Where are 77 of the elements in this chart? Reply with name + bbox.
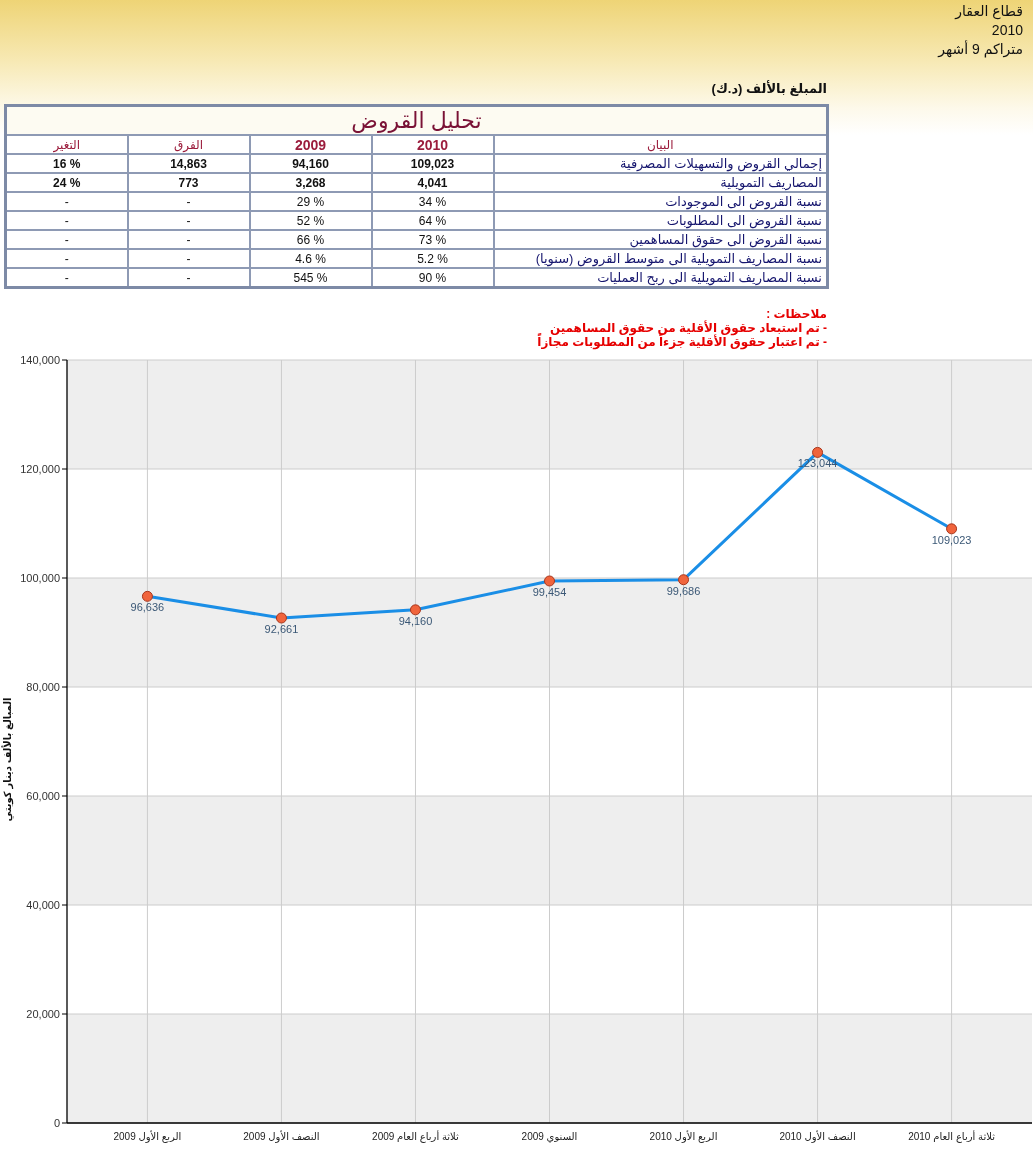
category-label: التغير <box>5 135 128 154</box>
text: 52 % <box>296 213 325 228</box>
y-tick-label: 80,000 <box>26 681 60 693</box>
text: - <box>186 194 191 209</box>
data-label: 109,023 <box>931 533 972 546</box>
text: 34 % <box>418 194 447 209</box>
data-label: 92,661 <box>264 623 299 635</box>
category-label: البيان <box>493 135 828 154</box>
data-label: 96,636 <box>130 601 165 614</box>
y-tick-label: 40,000 <box>26 899 60 911</box>
text: 545 % <box>293 270 328 285</box>
point <box>544 575 555 587</box>
text: المبلغ بالألف (د.ك) <box>711 81 827 96</box>
text: - <box>64 270 69 285</box>
text: 4.6 % <box>295 251 326 266</box>
category-label: الفرق <box>127 135 250 154</box>
text: 73 % <box>418 232 447 247</box>
text: 5.2 % <box>417 251 448 266</box>
y-axis-title: المبالغ بالألف دينار كويتي <box>1 697 14 822</box>
text: 16 % <box>53 156 81 171</box>
text: - <box>186 232 191 247</box>
text: - تم استبعاد حقوق الأقلية من حقوق المساهمين <box>549 321 827 335</box>
x-tick-label: النصف الأول 2009 <box>243 1130 320 1143</box>
point <box>275 612 287 624</box>
text: 14,863 <box>170 156 207 171</box>
text: - <box>186 270 191 285</box>
text: - <box>64 194 69 209</box>
text: - <box>64 213 69 228</box>
y-tick-label: 60,000 <box>26 790 60 802</box>
text: نسبة القروض الى حقوق المساهمين <box>629 232 822 247</box>
data-label: 94,160 <box>398 614 433 627</box>
point <box>812 446 824 458</box>
text: - تم اعتبار حقوق الأقلية جزءاً من المطلوبات مجازاً <box>537 335 827 349</box>
text: إجمالي القروض والتسهيلات المصرفية <box>620 156 822 171</box>
text: المصاريف التمويلية <box>720 175 822 190</box>
text: 64 % <box>418 213 447 228</box>
point <box>946 523 958 535</box>
y-tick-label: 120,000 <box>20 463 60 475</box>
text: ملاحظات : <box>766 307 827 321</box>
y-tick-label: 140,000 <box>20 354 60 366</box>
text: - <box>186 213 191 228</box>
text: 29 % <box>296 194 325 209</box>
text: قطاع العقار <box>955 3 1023 19</box>
y-tick-label: 100,000 <box>20 572 60 584</box>
text: 66 % <box>296 232 325 247</box>
x-tick-label: ثلاثة أرباع العام 2010 <box>908 1130 996 1143</box>
text: تحليل القروض <box>5 105 828 135</box>
text: 94,160 <box>292 156 329 171</box>
text: 90 % <box>418 270 447 285</box>
x-tick-label: الربع الأول 2010 <box>649 1130 718 1143</box>
text: 24 % <box>53 175 81 190</box>
text: - <box>64 251 69 266</box>
text: نسبة المصاريف التمويلية الى ربح العمليات <box>597 270 822 285</box>
point <box>678 574 690 586</box>
text: متراكم 9 أشهر <box>938 41 1023 57</box>
x-tick-label: السنوي 2009 <box>521 1131 578 1143</box>
text: 109,023 <box>410 156 455 171</box>
text: نسبة القروض الى المطلوبات <box>666 213 822 228</box>
point <box>409 604 421 616</box>
category-label: 2009 <box>249 135 372 154</box>
x-tick-label: ثلاثة أرباع العام 2009 <box>372 1130 460 1143</box>
text: 4,041 <box>417 175 448 190</box>
data-label: 99,686 <box>666 584 701 597</box>
y-tick-label: 20,000 <box>26 1008 60 1020</box>
data-label: 99,454 <box>532 585 567 598</box>
text: 773 <box>178 175 199 190</box>
y-tick-label: 0 <box>53 1117 60 1129</box>
text: - <box>64 232 69 247</box>
text: - <box>186 251 191 266</box>
point <box>141 590 153 602</box>
category-label: 2010 <box>371 135 494 154</box>
x-tick-label: الربع الأول 2009 <box>113 1130 182 1143</box>
text: نسبة القروض الى الموجودات <box>665 194 822 209</box>
text: نسبة المصاريف التمويلية الى متوسط القروض (سنويا) <box>535 251 822 266</box>
text: 3,268 <box>295 175 326 190</box>
x-tick-label: النصف الأول 2010 <box>779 1130 856 1143</box>
text: 2010 <box>991 22 1023 38</box>
